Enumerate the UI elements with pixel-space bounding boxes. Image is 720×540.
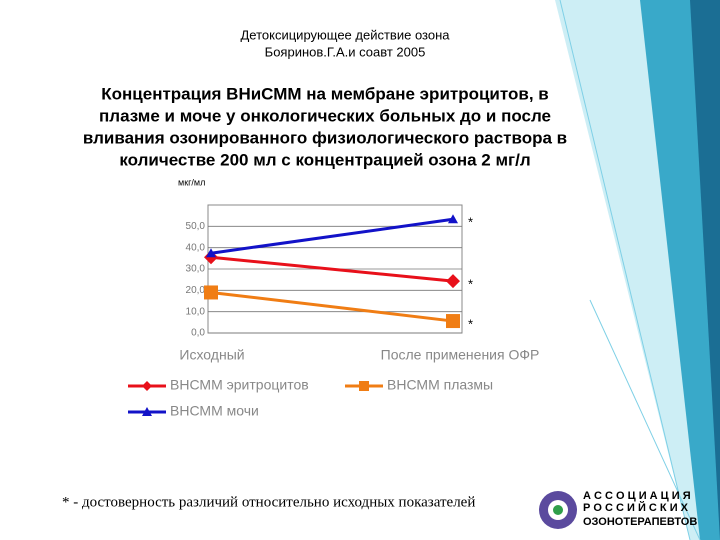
footnote: * - достоверность различий относительно … — [62, 494, 475, 510]
logo-text: Р О С С И Й С К И Х — [583, 501, 689, 514]
heading: количестве 200 мл с концентрацией озона … — [119, 150, 530, 169]
logo-text: А С С О Ц И А Ц И Я — [583, 490, 691, 502]
slide-subtitle: Бояринов.Г.А.и соавт 2005 — [265, 44, 426, 59]
heading: Концентрация ВНиСММ на мембране эритроци… — [101, 84, 548, 103]
annotation: * — [468, 215, 473, 230]
y-tick-label: 30,0 — [186, 264, 206, 275]
x-tick-label: После применения ОФР — [381, 347, 540, 363]
logo — [539, 491, 577, 529]
legend-label: ВНСММ эритроцитов — [170, 377, 309, 393]
series-line — [210, 217, 454, 255]
series-line — [210, 255, 454, 283]
decoration — [555, 0, 720, 540]
marker — [359, 381, 369, 391]
logo-text: ОЗОНОТЕРАПЕВТОВ — [583, 516, 697, 528]
y-tick-label: 40,0 — [186, 242, 206, 253]
y-tick-label: 20,0 — [186, 285, 206, 296]
x-tick-label: Исходный — [179, 347, 244, 363]
y-tick-label: 0,0 — [191, 328, 205, 339]
y-tick-label: 50,0 — [186, 221, 206, 232]
series-line — [210, 290, 454, 323]
y-tick-label: 10,0 — [186, 306, 206, 317]
marker — [446, 274, 460, 289]
marker — [204, 285, 218, 300]
marker — [448, 214, 458, 224]
marker — [206, 248, 216, 258]
legend-label: ВНСММ мочи — [170, 403, 259, 419]
marker — [142, 381, 152, 391]
heading: вливания озонированного физиологического… — [83, 128, 567, 147]
annotation: * — [468, 277, 473, 292]
slide-title: Детоксицирующее действие озона — [241, 27, 451, 42]
marker — [446, 314, 460, 329]
marker — [142, 407, 152, 416]
annotation: * — [468, 316, 473, 331]
heading: плазме и моче у онкологических больных д… — [99, 106, 551, 125]
y-axis-label: мкг/мл — [178, 177, 205, 187]
legend-label: ВНСММ плазмы — [387, 377, 493, 393]
